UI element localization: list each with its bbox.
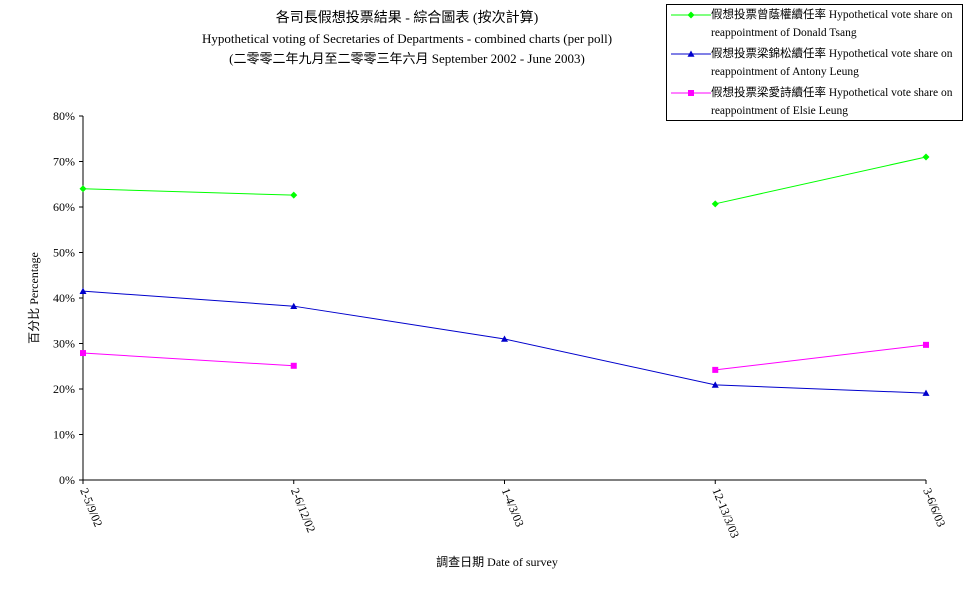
marker bbox=[290, 362, 297, 369]
x-tick-label: 1-4/3/03 bbox=[499, 486, 527, 529]
marker bbox=[290, 302, 298, 309]
marker bbox=[79, 185, 87, 193]
y-tick-label: 40% bbox=[53, 291, 75, 305]
marker bbox=[687, 50, 695, 57]
y-tick-label: 20% bbox=[53, 382, 75, 396]
x-tick-label: 2-5/9/02 bbox=[77, 486, 105, 529]
legend-swatch bbox=[671, 50, 711, 57]
legend-swatch bbox=[671, 90, 711, 96]
series-line bbox=[715, 344, 927, 371]
legend-label: 假想投票梁愛詩續任率 Hypothetical vote share on re… bbox=[711, 87, 953, 117]
series-line bbox=[82, 352, 294, 367]
legend-swatch bbox=[671, 11, 711, 19]
x-axis-label: 調查日期 Date of survey bbox=[436, 555, 558, 569]
marker bbox=[922, 153, 930, 161]
marker bbox=[923, 341, 929, 348]
series-line bbox=[82, 188, 294, 196]
chart-subtitle: Hypothetical voting of Secretaries of De… bbox=[202, 31, 612, 46]
x-tick-label: 12-13/3/03 bbox=[709, 486, 742, 540]
y-axis-label: 百分比 Percentage bbox=[27, 252, 41, 344]
chart-subtitle: (二零零二年九月至二零零三年六月 September 2002 - June 2… bbox=[229, 51, 585, 66]
legend-item: 假想投票曾蔭權續任率 Hypothetical vote share on re… bbox=[667, 6, 962, 44]
marker bbox=[688, 90, 694, 96]
series-line bbox=[715, 156, 927, 205]
marker bbox=[290, 191, 298, 199]
legend-item: 假想投票梁愛詩續任率 Hypothetical vote share on re… bbox=[667, 84, 962, 122]
legend: 假想投票曾蔭權續任率 Hypothetical vote share on re… bbox=[666, 4, 963, 121]
legend-label: 假想投票曾蔭權續任率 Hypothetical vote share on re… bbox=[711, 9, 953, 39]
y-tick-label: 30% bbox=[53, 337, 75, 351]
y-tick-label: 60% bbox=[53, 200, 75, 214]
marker bbox=[687, 11, 695, 19]
marker bbox=[80, 350, 86, 357]
legend-label: 假想投票梁錦松續任率 Hypothetical vote share on re… bbox=[711, 48, 953, 78]
x-tick-label: 3-6/6/03 bbox=[920, 486, 948, 529]
marker bbox=[711, 381, 719, 388]
y-tick-label: 80% bbox=[53, 109, 75, 123]
y-tick-label: 10% bbox=[53, 428, 75, 442]
x-tick-label: 2-6/12/02 bbox=[288, 486, 318, 535]
y-tick-label: 0% bbox=[59, 473, 75, 487]
series-line bbox=[82, 290, 927, 394]
y-tick-label: 70% bbox=[53, 155, 75, 169]
marker bbox=[711, 200, 719, 208]
marker bbox=[501, 335, 508, 342]
legend-item: 假想投票梁錦松續任率 Hypothetical vote share on re… bbox=[667, 45, 962, 83]
marker bbox=[712, 366, 719, 373]
chart-title: 各司長假想投票結果 - 綜合圖表 (按次計算) bbox=[276, 10, 539, 26]
y-tick-label: 50% bbox=[53, 246, 75, 260]
marker bbox=[922, 389, 930, 396]
marker bbox=[79, 287, 87, 294]
